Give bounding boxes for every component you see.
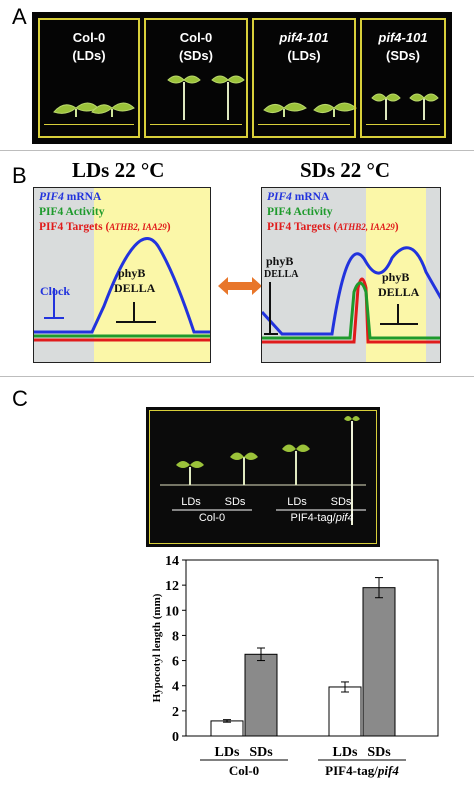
lds-schematic: PIF4 mRNA PIF4 Activity PIF4 Targets (AT…	[33, 187, 211, 363]
category-label: SDs	[249, 745, 273, 760]
phyb-label-left: phyB	[266, 254, 294, 268]
box-col0-lds: Col-0 (LDs)	[38, 18, 140, 138]
lds-curves	[34, 237, 210, 342]
category-label: SDs	[367, 745, 391, 760]
y-tick-label: 12	[165, 579, 179, 594]
panel-a-photo: Col-0 (LDs) Col-0 (SDs) pif4-101 (LDs) p…	[32, 12, 452, 144]
photo-group-2-italic: pif4	[335, 512, 354, 524]
y-tick-label: 10	[165, 604, 179, 619]
della-label-left: DELLA	[264, 269, 299, 280]
legend-mrna-rest-sds: mRNA	[291, 191, 330, 203]
bar	[362, 587, 396, 737]
box-col0-sds: Col-0 (SDs)	[144, 18, 248, 138]
box-pif4-sds: pif4-101 (SDs)	[360, 18, 446, 138]
category-label: LDs	[215, 745, 240, 760]
della-label: DELLA	[114, 281, 156, 295]
plot-frame	[185, 559, 439, 737]
y-tick-label: 14	[165, 554, 179, 569]
y-tick-label: 4	[172, 680, 179, 695]
legend-targets: PIF4 Targets (ATHB2, IAA29)	[39, 220, 171, 234]
photo-frame	[149, 410, 377, 544]
box-col0-sds-genotype: Col-0	[179, 30, 213, 45]
seedlings-illustration	[53, 75, 439, 120]
legend-targets-sds: PIF4 Targets (ATHB2, IAA29)	[267, 220, 399, 234]
box-pif4-lds-genotype: pif4-101	[279, 30, 329, 45]
sds-curves	[262, 246, 440, 344]
photo-sds-1: SDs	[224, 496, 246, 508]
box-col0-lds-genotype: Col-0	[72, 30, 106, 45]
night-shading-sds-end	[426, 188, 440, 362]
group-label-italic: pif4	[377, 763, 399, 778]
legend-mrna-rest: mRNA	[63, 191, 102, 203]
legend-activity: PIF4 Activity	[39, 206, 105, 218]
hypocotyl-chart: 0 2 4 6 8 10 12 14 Hypocotyl length (mm) LDs SDs Co…	[151, 554, 439, 778]
double-arrow-icon	[218, 277, 262, 295]
phyb-label: phyB	[118, 266, 146, 280]
y-axis-label: Hypocotyl length (mm)	[151, 593, 163, 702]
legend-mrna-gene-sds: PIF4	[267, 191, 292, 203]
panel-a-letter: A	[12, 4, 27, 29]
box-pif4-sds-genotype: pif4-101	[378, 30, 428, 45]
bar	[244, 653, 278, 737]
y-tick-label: 2	[172, 705, 179, 720]
group-label: PIF4-tag/pif4	[325, 763, 399, 778]
box-col0-lds-condition: (LDs)	[72, 48, 106, 63]
della-label-right: DELLA	[378, 285, 420, 299]
box-pif4-sds-condition: (SDs)	[386, 48, 420, 63]
panel-b-letter: B	[12, 163, 27, 188]
legend-targets-genes-sds: ATHB2, IAA29	[337, 222, 395, 232]
right-title: SDs 22 °C	[300, 158, 391, 182]
legend-mrna-sds: PIF4 mRNA	[267, 190, 329, 204]
legend-targets-genes: ATHB2, IAA29	[109, 222, 167, 232]
left-title: LDs 22 °C	[72, 158, 165, 182]
divider-a-b	[0, 150, 474, 151]
panel-c-letter: C	[12, 386, 28, 411]
photo-group-2-prefix: PIF4-tag/	[290, 512, 336, 524]
y-tick-label: 0	[172, 730, 179, 745]
y-tick-label: 6	[172, 655, 179, 670]
bar	[328, 686, 362, 737]
group-label: Col-0	[229, 763, 259, 778]
legend-activity-sds: PIF4 Activity	[267, 206, 333, 218]
legend-targets-close-sds: )	[394, 221, 399, 233]
box-col0-sds-condition: (SDs)	[179, 48, 213, 63]
legend-targets-label-sds: PIF4 Targets (	[267, 221, 338, 233]
phyb-label-right: phyB	[382, 270, 410, 284]
bar	[210, 720, 244, 737]
sds-schematic: PIF4 mRNA PIF4 Activity PIF4 Targets (AT…	[261, 187, 441, 363]
legend-targets-label: PIF4 Targets (	[39, 221, 110, 233]
photo-lds-2: LDs	[287, 496, 307, 508]
category-label: LDs	[333, 745, 358, 760]
divider-b-c	[0, 376, 474, 377]
photo-group-1: Col-0	[198, 512, 226, 524]
photo-group-2: PIF4-tag/pif4	[272, 512, 372, 524]
panel-c-photo: LDs SDs Col-0 LDs SDs PIF4-tag/pif4	[146, 407, 380, 547]
legend-targets-close: )	[166, 221, 171, 233]
photo-sds-2: SDs	[330, 496, 352, 508]
photo-lds-1: LDs	[181, 496, 201, 508]
seedlings-photo-c	[160, 416, 366, 525]
box-pif4-lds: pif4-101 (LDs)	[252, 18, 356, 138]
box-pif4-lds-condition: (LDs)	[287, 48, 321, 63]
legend-mrna-gene: PIF4	[39, 191, 64, 203]
clock-label: Clock	[40, 284, 70, 298]
y-tick-label: 8	[172, 629, 179, 644]
legend-mrna: PIF4 mRNA	[39, 190, 101, 204]
